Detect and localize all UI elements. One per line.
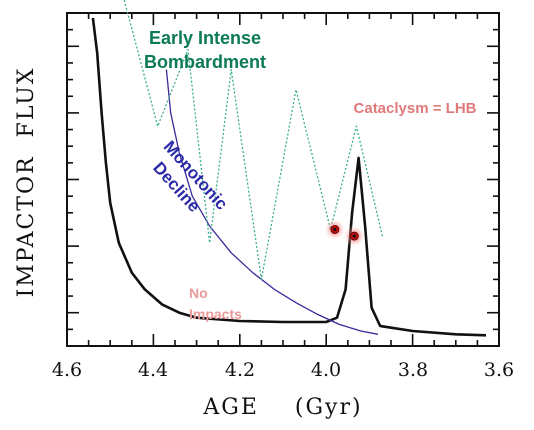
x-tick-label: 4.6 [52, 359, 82, 381]
x-tick-label: 3.8 [398, 359, 428, 381]
series-layer [91, 0, 487, 337]
annotation-no: No [189, 285, 208, 301]
x-tick-label: 4.2 [225, 359, 255, 381]
series-line [165, 69, 379, 335]
annotation-impacts: Impacts [189, 306, 242, 322]
data-marker [343, 225, 366, 248]
y-axis-label: IMPACTOR FLUX [14, 67, 39, 298]
x-tick-label: 4.0 [311, 359, 341, 381]
annotation-bombardment: Bombardment [144, 52, 266, 72]
x-axis-label: AGE (Gyr) [202, 395, 362, 420]
x-tick-label: 4.4 [138, 359, 168, 381]
marker-layer [323, 218, 366, 248]
annotation-early-intense: Early Intense [149, 28, 261, 48]
x-tick-label: 3.6 [484, 359, 514, 381]
axis-ticks [66, 13, 500, 346]
data-marker [323, 218, 346, 241]
annotation-cataclysm: Cataclysm = LHB [354, 100, 477, 117]
plot-frame [66, 12, 500, 347]
series-line [91, 17, 487, 337]
